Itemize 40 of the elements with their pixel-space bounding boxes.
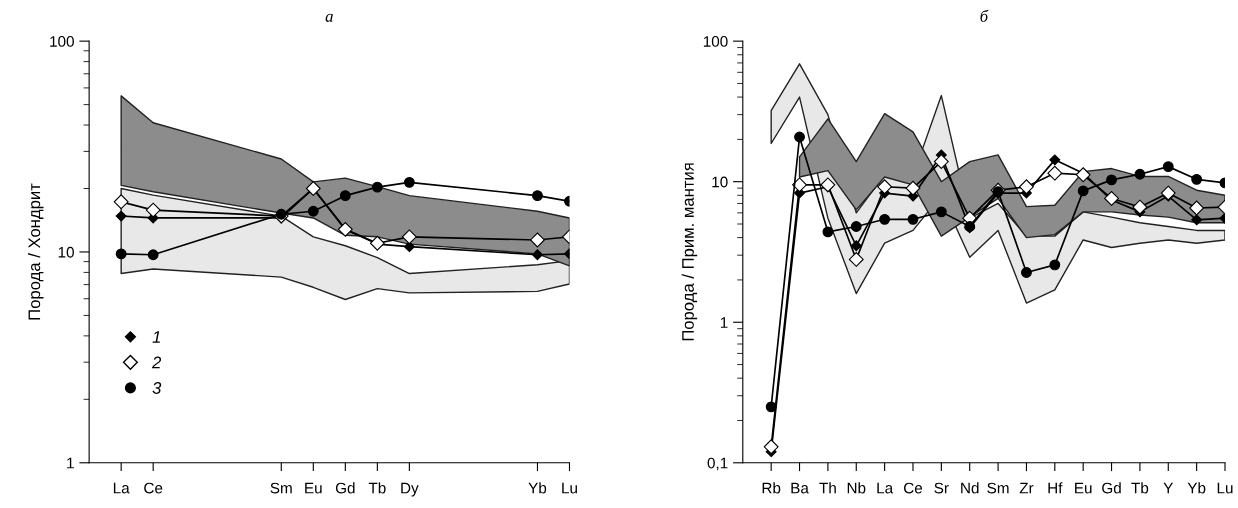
x-tick-label: Eu [1075,482,1092,494]
chart-title: а [325,13,333,22]
x-tick-label: Yb [528,482,547,494]
x-tick-label: Dy [401,482,419,497]
y-axis-title: Порода / Прим. мантия [681,163,698,341]
x-tick-label: La [877,482,894,494]
x-tick-label: Nb [847,482,866,494]
legend-label: 2 [151,356,162,369]
x-tick-label: Rb [762,482,781,494]
x-tick-label: Gd [335,482,355,494]
x-tick-label: Th [819,482,836,494]
y-tick-label: 10 [58,246,74,258]
x-tick-label: Sm [987,482,1009,494]
x-tick-label: Zr [1019,482,1034,494]
x-tick-label: Y [1163,482,1174,494]
x-tick-label: Lu [1217,482,1233,494]
y-tick-label: 0,1 [707,457,728,471]
x-tick-label: Ce [904,482,923,494]
x-tick-label: Eu [305,482,322,494]
legend-label: 3 [152,382,162,394]
chart-title: б [980,9,989,22]
x-tick-label: Sm [270,482,292,494]
x-tick-label: Tb [368,482,386,494]
y-tick-label: 100 [50,36,74,47]
x-tick-label: Gd [1102,482,1121,494]
x-tick-label: Sr [934,482,949,494]
y-axis-title: Порода / Хондрит [27,183,44,320]
y-tick-label: 1 [67,457,74,469]
y-tick-label: 10 [712,176,728,188]
x-tick-label: Ce [144,482,163,494]
x-tick-label: Ba [791,482,809,494]
y-tick-label: 1 [720,317,728,328]
y-tick-label: 100 [703,36,728,47]
x-tick-label: Nd [961,482,979,494]
x-tick-label: Tb [1131,482,1149,494]
x-tick-label: Yb [1187,482,1206,494]
x-tick-label: Lu [562,482,577,494]
x-tick-label: Hf [1048,482,1063,494]
x-tick-label: La [113,482,130,494]
legend-label: 1 [152,331,160,343]
